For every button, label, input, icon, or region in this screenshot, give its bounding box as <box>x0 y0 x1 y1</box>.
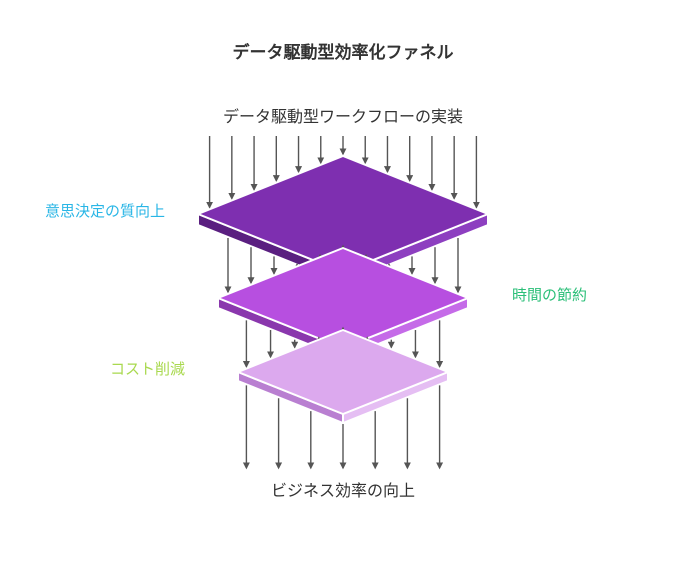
label-left3: コスト削減 <box>110 361 185 378</box>
label-left1: 意思決定の質向上 <box>45 202 165 220</box>
label-right2: 時間の節約 <box>512 286 587 304</box>
label-bottom: ビジネス効率の向上 <box>271 482 415 500</box>
diagram-title: データ駆動型効率化ファネル <box>0 38 686 63</box>
label-top: データ駆動型ワークフローの実装 <box>223 107 463 126</box>
funnel-diagram: データ駆動型ワークフローの実装ビジネス効率の向上 意思決定の質向上時間の節約コスト… <box>0 0 686 566</box>
layer-3 <box>238 330 448 423</box>
